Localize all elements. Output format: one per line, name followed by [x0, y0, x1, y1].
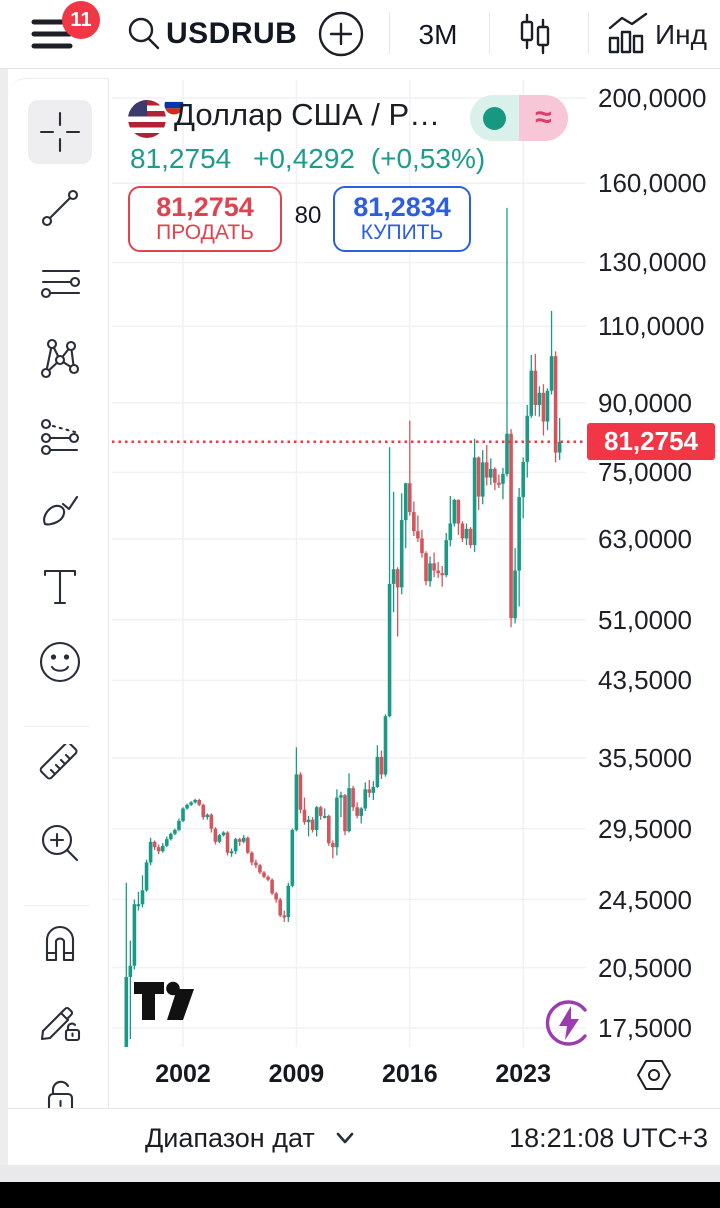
emoji-icon	[39, 641, 81, 683]
bottom-toolbar: Диапазон дат 18:21:08 UTC+3	[8, 1108, 720, 1166]
price-tick-label: 130,0000	[598, 247, 707, 278]
price-tick-label: 24,5000	[598, 884, 692, 915]
price-chart[interactable]	[0, 0, 720, 1047]
chevron-down-icon	[336, 1132, 354, 1144]
market-status-toggle[interactable]: ≈	[470, 95, 568, 141]
tool-text[interactable]	[32, 559, 88, 615]
price-tick-label: 90,0000	[598, 387, 692, 418]
symbol-search-button[interactable]	[124, 14, 164, 59]
price-tick-label: 63,0000	[598, 523, 692, 554]
current-price-badge: 81,2754	[587, 423, 715, 461]
us-flag-icon	[128, 100, 166, 138]
price-tick-label: 20,5000	[598, 952, 692, 983]
tool-horizontal-lines[interactable]	[32, 256, 88, 312]
tool-brush[interactable]	[32, 483, 88, 539]
tool-xabcd-pattern[interactable]	[32, 330, 88, 386]
lightning-icon	[559, 1006, 579, 1040]
flash-ring	[545, 1000, 587, 1046]
brush-icon	[43, 495, 79, 526]
time-tick-label: 2002	[155, 1060, 211, 1088]
tradingview-logo	[133, 981, 197, 1028]
tool-magnet[interactable]	[32, 917, 88, 973]
price-tick-label: 110,0000	[598, 311, 705, 342]
crosshair-icon	[39, 111, 81, 153]
spread-value: 80	[294, 202, 322, 229]
bottom-inset-strip	[0, 1165, 720, 1182]
price-tick-label: 43,5000	[598, 665, 692, 696]
page-margin	[0, 69, 8, 1208]
candlestick-icon	[520, 13, 550, 55]
search-icon	[128, 17, 160, 50]
sell-price: 81,2754	[156, 192, 254, 223]
date-range-label: Диапазон дат	[145, 1123, 315, 1153]
sell-label: ПРОДАТЬ	[156, 221, 254, 245]
time-tick-label: 2016	[381, 1060, 438, 1088]
tool-zoom-in[interactable]	[32, 815, 88, 871]
time-tick-label: 2023	[495, 1060, 551, 1088]
time-tick-label: 2009	[268, 1060, 325, 1088]
tool-trend-line[interactable]	[32, 180, 88, 236]
market-open-dot-half	[470, 95, 519, 141]
last-price: 81,2754	[130, 143, 232, 174]
price-scale-settings-button[interactable]	[633, 1056, 675, 1099]
symbol-flag	[127, 93, 189, 146]
tool-forecast[interactable]	[32, 407, 88, 463]
tool-ruler[interactable]	[32, 739, 88, 795]
interval-button[interactable]: 3M	[418, 19, 458, 50]
price-tick-label: 29,5000	[598, 813, 692, 844]
horizontal-lines-icon	[40, 269, 81, 299]
indicators-label[interactable]: Инд	[655, 19, 707, 50]
system-nav-bar	[0, 1182, 720, 1208]
indicators-icon	[608, 12, 648, 54]
pair-title[interactable]: Доллар США / Р…	[174, 97, 441, 132]
symbol-label[interactable]: USDRUB	[166, 17, 298, 50]
buy-price: 81,2834	[353, 192, 451, 223]
clock[interactable]: 18:21:08 UTC+3	[509, 1123, 708, 1153]
tool-crosshair[interactable]	[28, 100, 92, 164]
price-tick-label: 200,0000	[598, 83, 707, 113]
price-tick-label: 75,0000	[598, 457, 692, 488]
price-change-pct: (+0,53%)	[370, 143, 486, 174]
text-icon	[43, 569, 77, 605]
buy-button[interactable]: 81,2834 КУПИТЬ	[333, 186, 471, 252]
xabcd-pattern-icon	[40, 338, 80, 379]
plus-circle-icon	[318, 11, 364, 57]
tool-emoji[interactable]	[32, 634, 88, 690]
add-symbol-button[interactable]	[318, 11, 364, 62]
status-dot-icon	[483, 106, 506, 130]
last-price-row: 81,2754 +0,4292 (+0,53%)	[130, 143, 485, 175]
pencil-lock-icon	[40, 1006, 81, 1042]
ruler-icon	[39, 744, 78, 780]
drawing-toolbar	[8, 78, 109, 1183]
date-range-button[interactable]: Диапазон дат	[145, 1123, 358, 1154]
approx-half: ≈	[519, 95, 568, 141]
notifications-badge: 11	[62, 1, 100, 39]
chart-type-button[interactable]	[512, 12, 556, 61]
flash-boost-button[interactable]	[544, 998, 594, 1053]
hexagon-settings-icon	[637, 1060, 671, 1090]
price-tick-label: 17,5000	[598, 1012, 692, 1043]
price-tick-label: 35,5000	[598, 742, 692, 773]
price-tick-label: 51,0000	[598, 604, 692, 635]
buy-label: КУПИТЬ	[360, 221, 444, 245]
top-toolbar: 11 USDRUB 3M	[0, 0, 720, 69]
indicators-button[interactable]	[606, 12, 650, 61]
price-tick-label: 160,0000	[598, 168, 707, 199]
zoom-in-icon	[41, 824, 79, 862]
tool-drawing-edit-lock[interactable]	[32, 994, 88, 1050]
ru-flag-icon	[164, 95, 184, 115]
forecast-icon	[40, 418, 80, 456]
trend-line-icon	[41, 189, 79, 227]
approx-icon: ≈	[535, 101, 552, 134]
price-change: +0,4292	[253, 143, 355, 174]
sell-button[interactable]: 81,2754 ПРОДАТЬ	[128, 186, 282, 252]
magnet-icon	[45, 925, 75, 962]
